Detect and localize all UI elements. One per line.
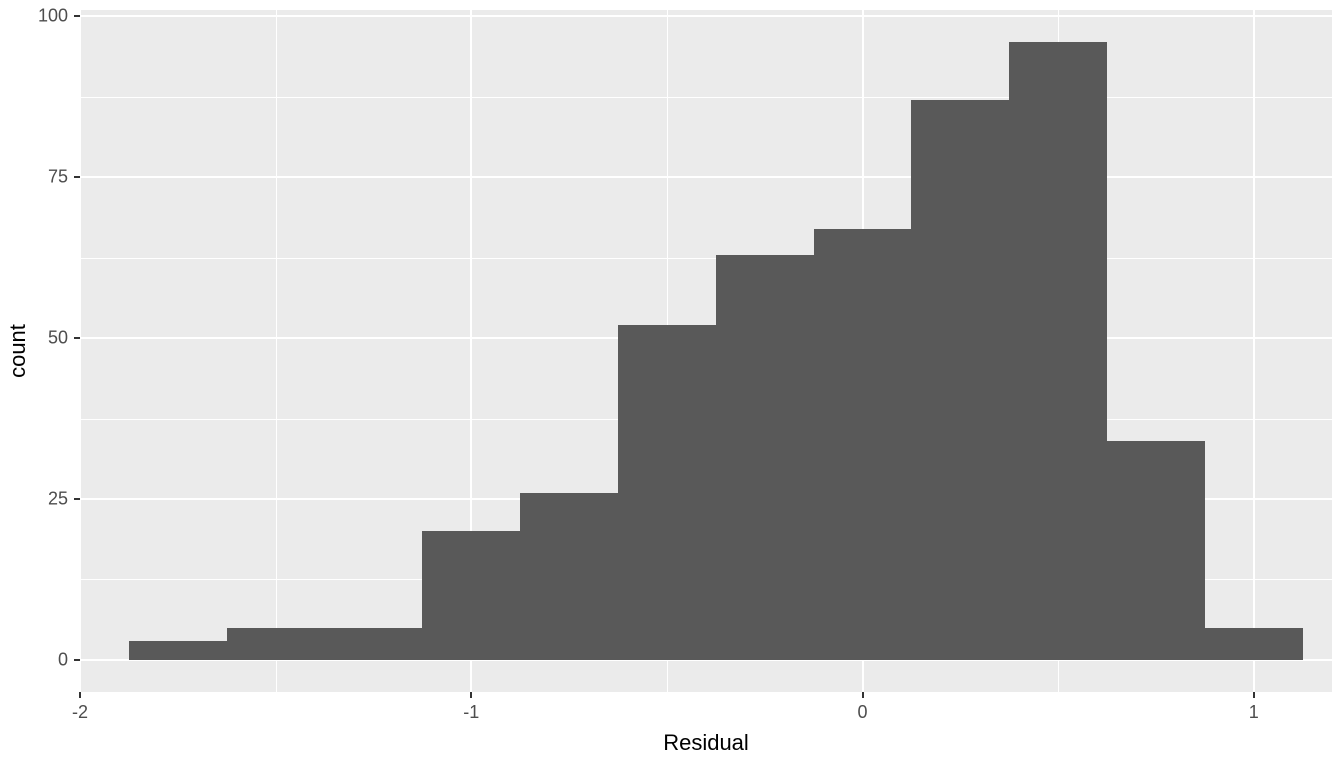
y-tick-label: 75 — [0, 167, 68, 188]
gridline-h-minor — [80, 97, 1332, 98]
y-tick — [74, 498, 80, 500]
y-tick — [74, 659, 80, 661]
y-tick — [74, 15, 80, 17]
histogram-bar — [1107, 441, 1205, 660]
histogram-bar — [227, 628, 325, 660]
x-tick-label: -1 — [463, 702, 479, 723]
histogram-bar — [1009, 42, 1107, 660]
gridline-v-minor — [276, 10, 277, 692]
y-tick-label: 100 — [0, 6, 68, 27]
y-tick-label: 0 — [0, 649, 68, 670]
gridline-v-major — [79, 10, 81, 692]
histogram-bar — [911, 100, 1009, 660]
gridline-v-major — [1253, 10, 1255, 692]
histogram-bar — [520, 493, 618, 660]
x-axis-title: Residual — [663, 730, 749, 756]
x-tick — [862, 692, 864, 698]
histogram-bar — [1205, 628, 1303, 660]
histogram-bar — [129, 641, 227, 660]
histogram-bar — [422, 531, 520, 660]
x-tick — [470, 692, 472, 698]
plot-panel — [80, 10, 1332, 692]
histogram-bar — [716, 255, 814, 660]
y-tick — [74, 176, 80, 178]
x-tick — [79, 692, 81, 698]
y-tick — [74, 337, 80, 339]
gridline-h-major — [80, 15, 1332, 17]
gridline-h-major — [80, 176, 1332, 178]
y-tick-label: 50 — [0, 328, 68, 349]
x-tick-label: 1 — [1249, 702, 1259, 723]
x-tick-label: 0 — [857, 702, 867, 723]
histogram-bar — [814, 229, 912, 660]
y-tick-label: 25 — [0, 488, 68, 509]
histogram-bar — [325, 628, 423, 660]
histogram-bar — [618, 325, 716, 660]
histogram-chart: count Residual 0255075100-2-101 — [0, 0, 1344, 768]
x-tick-label: -2 — [72, 702, 88, 723]
x-tick — [1253, 692, 1255, 698]
gridline-h-minor — [80, 258, 1332, 259]
